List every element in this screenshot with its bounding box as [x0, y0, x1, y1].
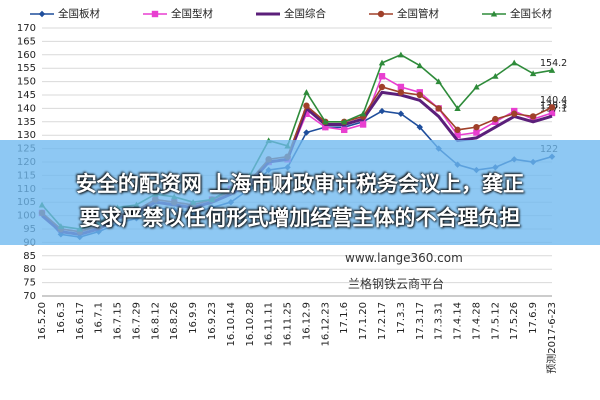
headline-banner: 安全的配资网 上海市财政审计税务会议上，龚正 要求严禁以任何形式增加经营主体的不…: [0, 140, 600, 245]
point: [473, 83, 480, 90]
point: [529, 70, 537, 77]
point: [529, 113, 537, 120]
legend-label: 全国板材: [58, 7, 100, 20]
x-tick-label: 17.1.20: [358, 302, 369, 340]
x-tick-label: 16.8.26: [169, 302, 180, 340]
watermark: www.lange360.com: [345, 251, 463, 265]
point: [473, 129, 480, 136]
point: [378, 107, 386, 115]
x-tick-label: 16.10.14: [226, 302, 237, 347]
point: [322, 118, 329, 125]
point: [416, 62, 423, 69]
x-tick-label: 17.5.12: [490, 302, 501, 340]
x-tick-label: 16.12.9: [301, 302, 312, 340]
y-tick-label: 75: [23, 278, 36, 289]
x-tick-label: 17.2.17: [377, 302, 388, 340]
point: [454, 126, 461, 134]
point: [454, 132, 461, 139]
end-value-label: 154.2: [540, 58, 567, 69]
y-tick-label: 170: [17, 23, 36, 34]
point: [548, 67, 556, 73]
x-tick-label: 16.5.20: [37, 302, 48, 340]
legend-label: 全国型材: [171, 7, 213, 20]
point: [397, 89, 405, 96]
point: [473, 123, 480, 131]
x-tick-label: 16.7.15: [113, 302, 124, 340]
legend-marker: [377, 10, 385, 18]
x-tick-label: 17.6.9: [528, 302, 539, 334]
point: [435, 78, 442, 85]
y-tick-label: 85: [23, 251, 36, 262]
x-tick-label: 17.4.14: [453, 302, 464, 340]
point: [397, 51, 405, 58]
x-tick-label: 16.9.23: [207, 302, 218, 340]
x-tick-label: 16.9.9: [188, 302, 199, 334]
x-tick-label: 16.10.28: [245, 302, 256, 347]
point: [359, 110, 367, 117]
x-tick-label: 17.4.28: [471, 302, 482, 340]
point: [492, 73, 499, 79]
point: [378, 59, 386, 66]
point: [511, 59, 518, 66]
x-tick-label: 16.11.11: [264, 302, 275, 347]
x-tick-label: 17.3.17: [415, 302, 426, 340]
point: [322, 123, 329, 131]
point: [454, 105, 461, 111]
x-tick-label: 16.6.17: [75, 302, 86, 340]
legend-label: 全国管材: [397, 7, 439, 20]
y-tick-label: 145: [17, 90, 36, 101]
y-tick-label: 135: [17, 117, 36, 128]
y-tick-label: 165: [17, 36, 36, 47]
x-tick-label: 17.3.31: [434, 302, 445, 340]
x-tick-label: 16.8.12: [150, 302, 161, 340]
point: [303, 89, 310, 95]
x-tick-label: 17.5.26: [509, 302, 520, 340]
point: [341, 126, 348, 134]
x-tick-label: 17.3.3: [396, 302, 407, 334]
point: [492, 115, 499, 123]
x-tick-label: 17.1.6: [339, 302, 350, 334]
point: [397, 83, 405, 91]
x-tick-label: 16.7.1: [94, 302, 105, 334]
y-tick-label: 155: [17, 63, 36, 74]
y-tick-label: 130: [17, 130, 36, 141]
y-tick-label: 80: [23, 264, 36, 275]
headline-line: 要求严禁以任何形式增加经营主体的不合理负担: [79, 206, 521, 230]
platform-label: 兰格钢铁云商平台: [348, 277, 445, 291]
point: [416, 91, 423, 99]
point: [435, 105, 442, 112]
point: [341, 118, 348, 125]
legend-marker: [38, 10, 46, 18]
point: [303, 102, 310, 109]
y-tick-label: 70: [23, 291, 36, 302]
point: [548, 109, 556, 117]
legend-label: 全国长材: [510, 7, 552, 20]
x-tick-label: 16.12.23: [320, 302, 331, 347]
y-tick-label: 150: [17, 77, 36, 88]
x-tick-label: 预测2017-6-23: [545, 302, 558, 374]
point: [548, 104, 556, 111]
legend-marker: [151, 10, 159, 18]
point: [303, 129, 310, 136]
point: [511, 110, 518, 117]
y-tick-label: 140: [17, 103, 36, 114]
point: [378, 83, 386, 91]
x-tick-label: 16.11.25: [283, 302, 294, 347]
legend-marker: [490, 10, 498, 17]
x-tick-label: 16.7.29: [131, 302, 142, 340]
legend-label: 全国综合: [284, 7, 326, 20]
point: [378, 73, 386, 80]
y-tick-label: 160: [17, 50, 36, 61]
x-tick-label: 16.6.3: [56, 302, 67, 334]
point: [416, 123, 423, 131]
headline-line: 安全的配资网 上海市财政审计税务会议上，龚正: [75, 172, 525, 196]
end-value-label: 140.4: [540, 95, 567, 106]
point: [359, 121, 367, 128]
point: [303, 110, 310, 117]
point: [397, 110, 405, 117]
